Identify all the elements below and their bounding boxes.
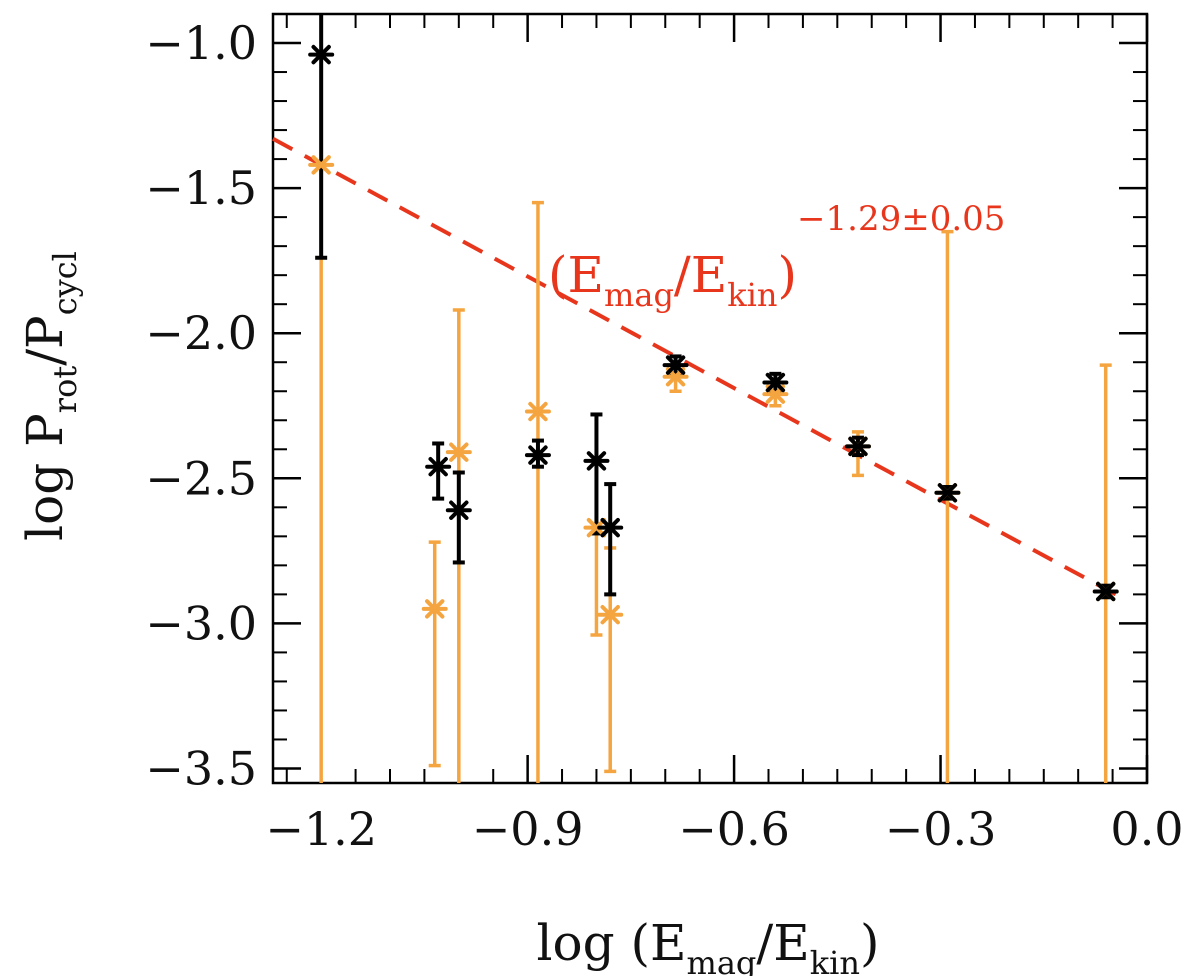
black-point — [425, 456, 452, 477]
y-tick-label: −1.0 — [145, 16, 257, 70]
y-tick-label: −2.0 — [145, 306, 257, 360]
plot-border — [271, 12, 1149, 785]
y-axis-label: log Prot/Pcycl — [16, 251, 84, 541]
marker-stroke — [425, 599, 445, 619]
black-point — [762, 372, 789, 393]
black-point — [308, 44, 335, 65]
x-tick-label: 0.0 — [1110, 802, 1183, 856]
marker-stroke — [665, 355, 686, 375]
x-tick-label: −0.9 — [472, 802, 584, 856]
marker-stroke — [937, 483, 958, 503]
black-point — [1092, 581, 1119, 602]
y-tick-label: −1.5 — [145, 161, 257, 215]
points-layer — [308, 44, 1119, 625]
fit-label: (Emag/Ekin)−1.29±0.05 — [548, 199, 1005, 314]
marker-stroke — [528, 445, 548, 465]
plot-frame — [271, 12, 1149, 785]
marker-stroke — [586, 517, 607, 538]
orange-point — [421, 599, 448, 619]
x-axis-label: log (Emag/Ekin) — [536, 914, 879, 976]
black-point — [583, 451, 610, 471]
black-point — [524, 445, 551, 465]
marker-stroke — [600, 517, 620, 538]
marker-stroke — [1096, 581, 1116, 602]
y-tick-label: −3.0 — [145, 596, 257, 650]
marker-stroke — [600, 604, 620, 625]
axis-ticks — [273, 14, 1149, 783]
tick-labels: −1.2 −0.9 −0.6 −0.3 0.0 −1.0 −1.5 −2.0 −2.5 −3.0 −… — [145, 16, 1183, 856]
marker-stroke — [311, 155, 331, 175]
black-point — [597, 517, 624, 538]
x-tick-label: −0.3 — [885, 802, 997, 856]
black-point — [934, 483, 961, 503]
marker-stroke — [765, 372, 786, 393]
marker-stroke — [848, 436, 868, 457]
errorbars-layer — [315, 14, 1112, 783]
fit-line — [272, 137, 1128, 602]
marker-stroke — [449, 500, 469, 520]
y-tick-label: −3.5 — [145, 741, 257, 795]
orange-point — [524, 401, 551, 422]
marker-stroke — [428, 456, 448, 477]
orange-point — [308, 155, 335, 175]
marker-stroke — [586, 451, 607, 471]
x-tick-label: −0.6 — [678, 802, 790, 856]
black-point — [844, 436, 871, 457]
black-point — [445, 500, 472, 520]
x-tick-label: −1.2 — [265, 802, 377, 856]
fit-line-layer — [272, 137, 1128, 602]
black-point — [662, 355, 689, 375]
marker-stroke — [528, 401, 548, 422]
orange-point — [597, 604, 624, 625]
y-tick-label: −2.5 — [145, 451, 257, 505]
marker-stroke — [311, 44, 331, 65]
orange-point — [445, 442, 472, 462]
marker-stroke — [449, 442, 469, 462]
